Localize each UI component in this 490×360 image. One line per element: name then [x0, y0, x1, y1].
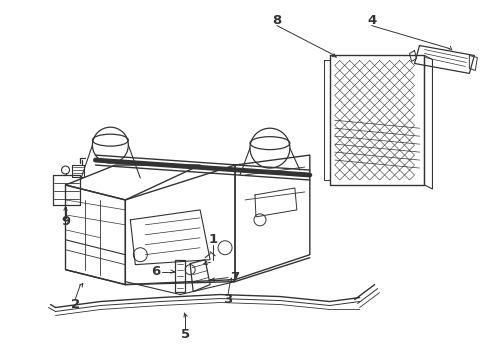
Text: 1: 1	[209, 233, 218, 246]
Text: 6: 6	[150, 265, 160, 278]
Text: 8: 8	[272, 14, 282, 27]
Text: 7: 7	[230, 271, 240, 284]
Text: 4: 4	[367, 14, 376, 27]
Text: 3: 3	[223, 293, 233, 306]
Text: 2: 2	[71, 298, 80, 311]
Text: 9: 9	[61, 215, 70, 228]
Text: 5: 5	[181, 328, 190, 341]
